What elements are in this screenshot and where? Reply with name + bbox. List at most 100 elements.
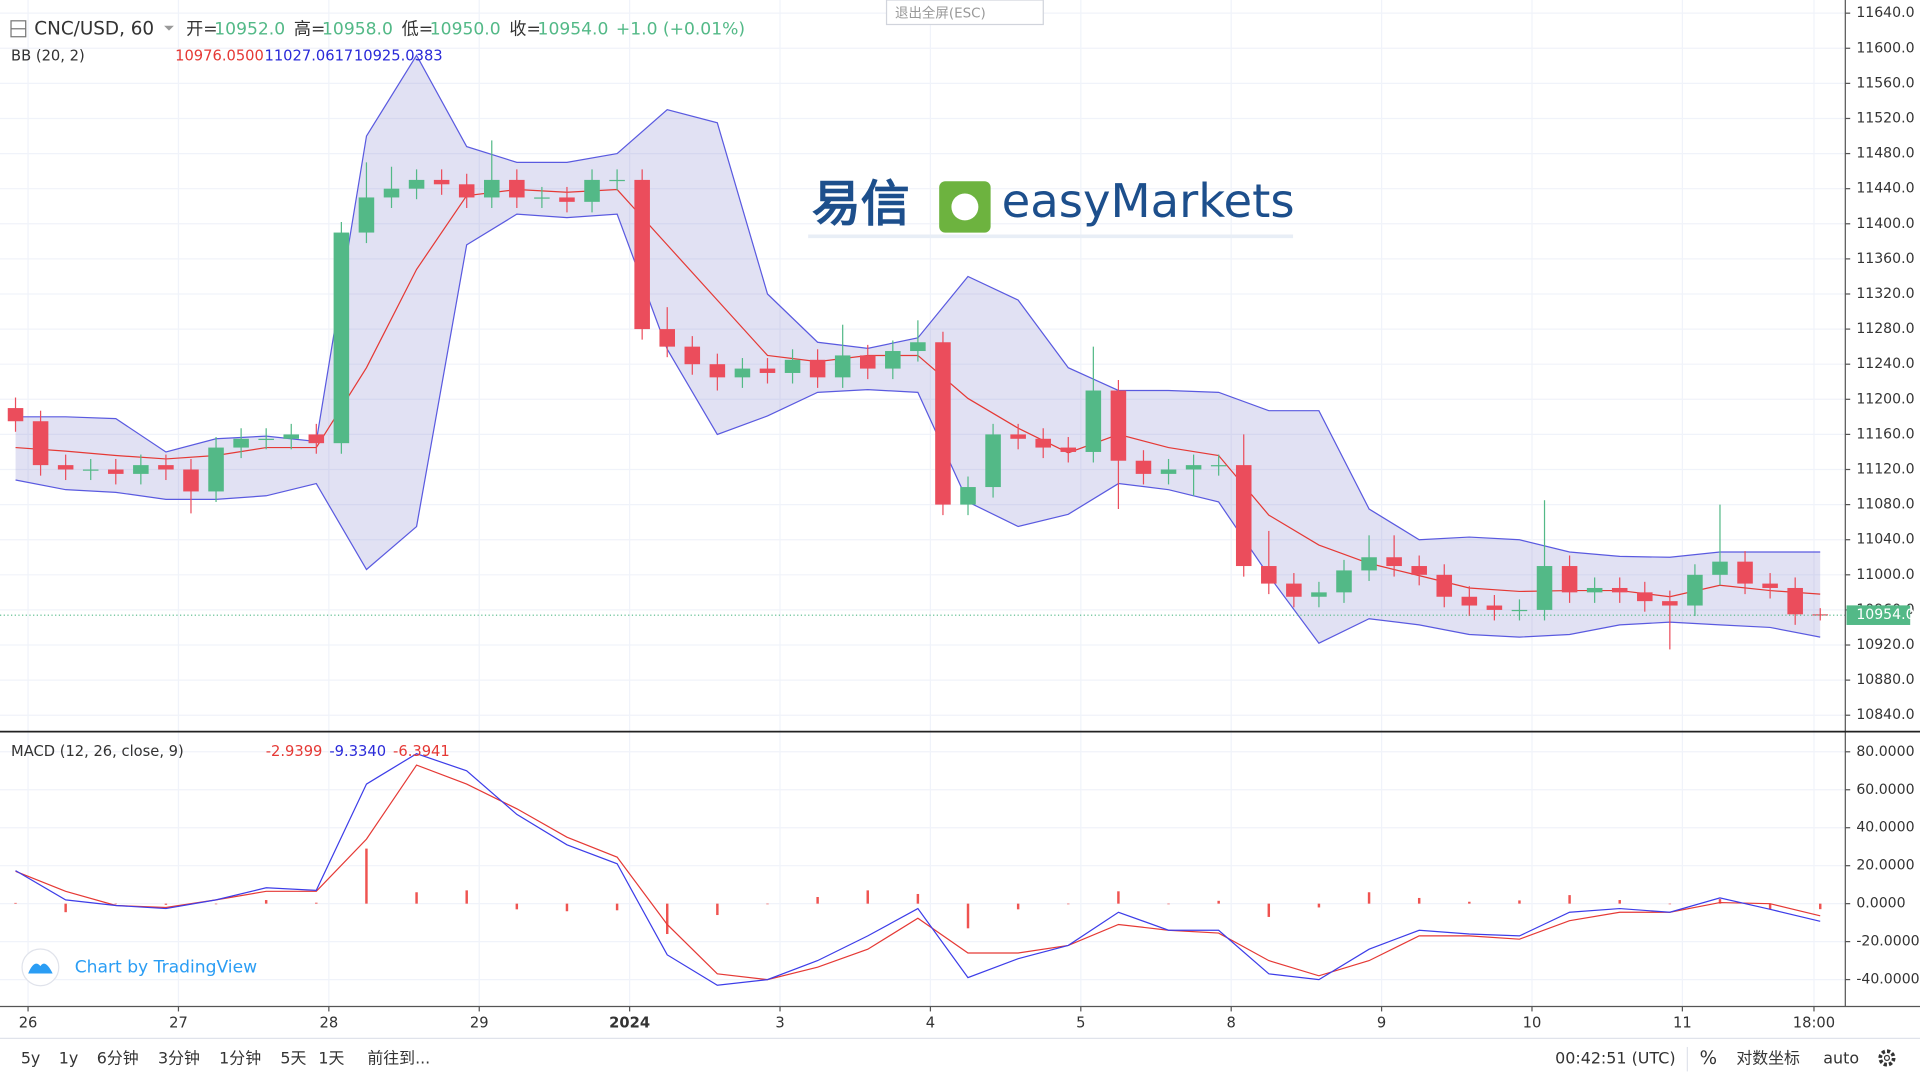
macd-histogram — [164, 903, 168, 905]
ohlc-name: 开= — [186, 19, 217, 39]
candle-body — [1311, 592, 1327, 597]
candle-body — [1687, 574, 1703, 606]
macd-histogram — [565, 903, 569, 912]
macd-histogram — [264, 900, 268, 904]
macd-title: MACD (12, 26, close, 9) — [11, 743, 184, 760]
candle-body — [183, 469, 199, 492]
range-button[interactable]: 6分钟 — [97, 1049, 139, 1068]
candle-body — [1436, 574, 1453, 597]
candle-body — [458, 184, 475, 198]
percent-toggle[interactable]: % — [1700, 1048, 1717, 1069]
ohlc-value: 10958.0 — [322, 19, 393, 39]
log-toggle[interactable]: 对数坐标 — [1736, 1049, 1800, 1068]
macd-histogram — [1768, 903, 1772, 910]
y-tick-label: 11600.0 — [1856, 40, 1914, 56]
range-button[interactable]: 5天 — [280, 1049, 306, 1068]
macd-histogram — [315, 902, 318, 904]
macd-histogram — [64, 903, 67, 913]
logo-en: easyMarkets — [1002, 174, 1295, 228]
y-tick-label: 11240.0 — [1856, 356, 1914, 372]
signal-line — [15, 764, 1821, 981]
tv-link[interactable]: Chart by TradingView — [75, 957, 257, 977]
range-button[interactable]: 1天 — [318, 1049, 344, 1068]
last-price-label: 10954.0 — [1856, 607, 1914, 623]
candle-body — [634, 179, 650, 330]
auto-toggle[interactable]: auto — [1823, 1049, 1859, 1068]
x-tick-label: 29 — [470, 1015, 489, 1032]
y-tick-label: 11080.0 — [1856, 497, 1914, 513]
y-tick-label: 11200.0 — [1856, 391, 1914, 407]
goto-button[interactable]: 前往到... — [367, 1049, 430, 1068]
x-tick-label: 5 — [1076, 1015, 1085, 1032]
candle-body — [1210, 465, 1227, 467]
dropdown-arrow[interactable] — [164, 25, 174, 31]
macd-histogram — [1468, 901, 1471, 904]
settings-hub[interactable] — [1883, 1054, 1890, 1062]
candle-body — [809, 359, 826, 378]
macd-histogram — [465, 890, 468, 904]
macd-histogram — [916, 893, 920, 904]
y-tick-label: 11520.0 — [1856, 110, 1914, 126]
candle-body — [1787, 587, 1803, 615]
bb-title: BB (20, 2) — [11, 47, 85, 64]
candle-body — [7, 408, 24, 422]
macd-histogram — [1568, 895, 1571, 904]
y-tick-label: 10840.0 — [1856, 707, 1914, 723]
y-tick-label: 11120.0 — [1856, 462, 1914, 478]
y-tick-label: 11440.0 — [1856, 181, 1914, 197]
range-button[interactable]: 1分钟 — [219, 1049, 261, 1068]
y-tick-label: 0.0000 — [1856, 896, 1905, 912]
y-tick-label: 11040.0 — [1856, 532, 1914, 548]
macd-histogram — [214, 903, 218, 905]
x-tick-label: 28 — [319, 1015, 338, 1032]
exit-fullscreen-button[interactable] — [885, 0, 1044, 26]
range-button[interactable]: 5y — [21, 1049, 41, 1068]
y-tick-label: 11320.0 — [1856, 286, 1914, 302]
x-tick-label: 18:00 — [1793, 1015, 1835, 1032]
candle-body — [1812, 614, 1829, 616]
range-button[interactable]: 3分钟 — [158, 1049, 200, 1068]
candle-body — [784, 359, 801, 373]
candle-body — [834, 355, 851, 378]
bb-lower — [15, 213, 1821, 644]
grid-layer — [0, 0, 1851, 1012]
change-label: +1.0 (+0.01%) — [616, 19, 745, 39]
candle-body — [985, 434, 1001, 488]
candle-body — [1561, 566, 1578, 593]
macd-histogram — [766, 903, 769, 905]
macd-histogram — [1016, 903, 1020, 910]
candle-body — [1712, 561, 1728, 575]
candle-body — [108, 469, 124, 474]
ohlc-name: 高= — [294, 19, 325, 39]
range-button[interactable]: 1y — [59, 1049, 79, 1068]
macd-histogram — [1668, 903, 1672, 905]
candle-body — [82, 469, 99, 471]
macd-histogram — [1067, 903, 1070, 905]
candle-body — [358, 197, 375, 233]
macd-histogram — [1317, 903, 1321, 908]
candle-body — [1035, 438, 1051, 448]
candle-body — [659, 329, 675, 347]
candle-body — [859, 355, 876, 369]
candle-body — [1737, 561, 1753, 584]
candle-body — [57, 465, 74, 470]
candle-body — [1336, 570, 1352, 593]
tv-icon[interactable] — [28, 963, 53, 974]
y-tick-label: 80.0000 — [1856, 744, 1914, 760]
settings-gear[interactable] — [1878, 1049, 1896, 1067]
exit-fullscreen-label[interactable]: 退出全屏(ESC) — [895, 4, 986, 21]
candle-body — [910, 342, 926, 352]
macd-histogram — [1819, 903, 1822, 910]
candle-body — [1611, 587, 1628, 593]
x-tick-label: 10 — [1523, 1015, 1542, 1032]
ohlc-name: 收= — [509, 19, 540, 39]
candle-body — [1411, 566, 1427, 575]
macd-value: -2.9399 — [266, 743, 323, 760]
candle-body — [1261, 566, 1277, 584]
settings-icon[interactable] — [1878, 1049, 1896, 1067]
y-tick-label: 60.0000 — [1856, 782, 1914, 798]
macd-value: -6.3941 — [393, 743, 450, 760]
last-price-box — [1846, 605, 1911, 625]
macd-histogram — [1417, 897, 1421, 904]
